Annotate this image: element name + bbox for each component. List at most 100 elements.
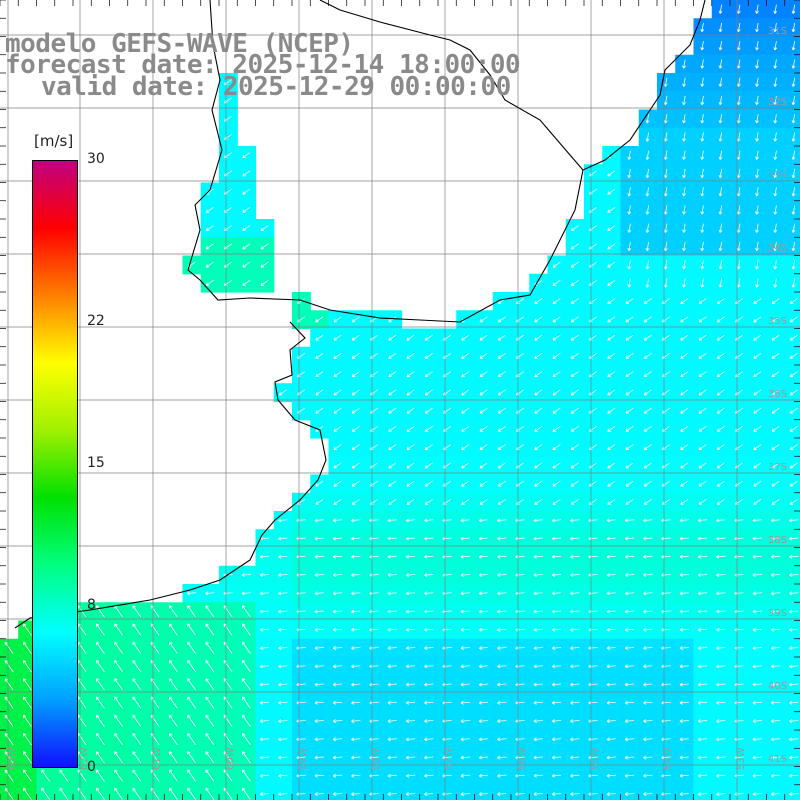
wind-arrow [424,389,433,396]
wind-cell [638,419,658,439]
wind-arrow [607,170,616,177]
wind-cell [492,438,512,457]
wind-cell [784,401,800,421]
wind-arrow [755,187,759,197]
wind-cell [657,492,676,512]
wind-cell [91,784,111,800]
wind-arrow [625,371,634,378]
wind-cell [748,365,768,384]
wind-arrow [534,444,543,451]
wind-cell [620,456,640,476]
wind-arrow [314,700,324,705]
wind-cell [328,401,348,421]
wind-cell [182,255,202,275]
wind-arrow [552,425,561,432]
wind-arrow [22,733,32,746]
wind-arrow [205,591,215,596]
wind-arrow [387,664,397,669]
wind-arrow [645,150,650,160]
wind-cell [456,438,476,457]
wind-arrow [387,591,397,596]
wind-cell [565,365,585,384]
wind-arrow [570,609,580,614]
wind-arrow [497,554,507,559]
wind-arrow [460,609,470,614]
wind-cell [784,0,800,19]
wind-cell [657,365,676,384]
wind-cell [438,365,457,384]
wind-arrow [718,22,723,33]
lon-label: 56W [517,747,528,770]
wind-cell [529,456,549,476]
wind-arrow [332,664,343,669]
wind-arrow [625,298,634,305]
wind-arrow [718,223,723,233]
wind-arrow [551,518,562,523]
wind-cell [730,365,749,384]
wind-arrow [606,755,616,760]
wind-arrow [460,536,470,541]
wind-cell [438,401,457,421]
wind-cell [419,784,439,800]
wind-arrow [242,170,251,177]
wind-cell [657,383,676,403]
wind-arrow [771,371,780,378]
wind-arrow [625,316,634,323]
wind-cell [438,456,457,476]
wind-arrow [315,334,324,341]
wind-arrow [387,682,397,687]
wind-arrow [478,737,489,742]
wind-cell [456,310,476,330]
wind-cell [200,255,220,275]
wind-cell [620,383,640,403]
wind-cell [584,200,603,220]
wind-cell [675,328,695,348]
wind-arrow [716,518,726,523]
wind-cell [547,419,567,439]
wind-arrow [771,425,780,432]
wind-cell [730,456,749,476]
wind-arrow [718,260,723,270]
wind-arrow [752,773,762,778]
wind-arrow [680,407,689,414]
wind-arrow [770,773,781,778]
wind-arrow [388,334,397,341]
wind-arrow [736,223,741,233]
wind-arrow [4,714,14,727]
wind-arrow [351,700,361,705]
wind-cell [547,474,567,494]
wind-cell [511,474,530,494]
wind-arrow [461,425,470,432]
wind-arrow [570,498,579,505]
wind-arrow [570,773,580,778]
wind-arrow [645,205,650,215]
wind-arrow [679,627,689,632]
wind-cell [784,292,800,311]
wind-arrow [241,573,251,577]
wind-cell [109,784,129,800]
wind-arrow [95,678,105,691]
wind-arrow [643,316,652,323]
wind-arrow [533,682,543,687]
wind-cell [693,438,713,457]
wind-arrow [682,223,686,233]
wind-arrow [624,518,635,523]
wind-cell [438,492,457,512]
wind-arrow [241,660,251,673]
wind-arrow [643,371,652,378]
wind-arrow [478,609,489,614]
wind-arrow [773,260,778,270]
wind-arrow [533,554,543,559]
wind-arrow [624,773,635,778]
wind-cell [784,310,800,330]
wind-arrow [789,389,798,396]
wind-arrow [663,278,668,288]
wind-arrow [698,316,707,323]
wind-cell [292,365,311,384]
wind-arrow [242,152,251,159]
wind-arrow [716,755,726,760]
wind-arrow [351,316,360,323]
wind-arrow [552,371,561,378]
wind-arrow [77,733,87,746]
wind-arrow [387,646,397,650]
